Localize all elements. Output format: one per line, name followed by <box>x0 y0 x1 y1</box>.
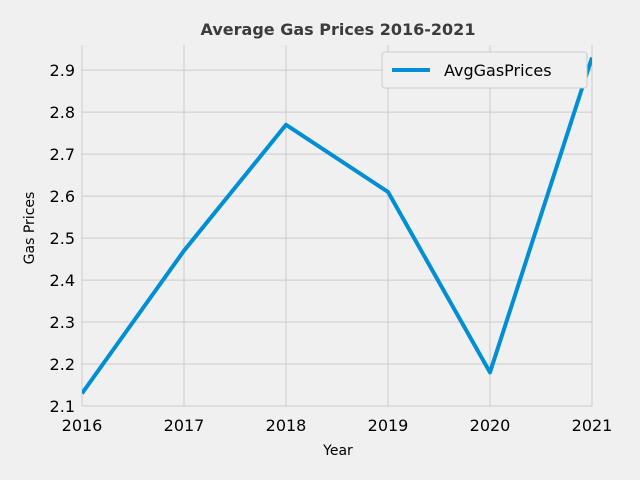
x-tick-label: 2018 <box>266 416 307 435</box>
y-axis-ticks: 2.1 2.2 2.3 2.4 2.5 2.6 2.7 2.8 2.9 <box>50 61 75 416</box>
series-line-avggasprices <box>82 56 592 395</box>
y-tick-label: 2.6 <box>50 187 75 206</box>
y-tick-label: 2.3 <box>50 313 75 332</box>
y-tick-label: 2.2 <box>50 355 75 374</box>
series-layer <box>81 56 593 395</box>
chart-title: Average Gas Prices 2016-2021 <box>201 20 476 39</box>
legend-box <box>381 51 588 89</box>
x-axis-label: Year <box>322 443 353 459</box>
x-axis-ticks: 2016 2017 2018 2019 2020 2021 <box>62 416 613 435</box>
y-tick-label: 2.1 <box>50 397 75 416</box>
x-tick-label: 2021 <box>572 416 613 435</box>
y-tick-label: 2.8 <box>50 103 75 122</box>
x-tick-label: 2020 <box>470 416 511 435</box>
x-tick-label: 2019 <box>368 416 409 435</box>
y-axis-label: Gas Prices <box>22 192 38 265</box>
legend: AvgGasPrices <box>381 51 588 89</box>
y-tick-label: 2.5 <box>50 229 75 248</box>
y-tick-label: 2.4 <box>50 271 75 290</box>
legend-label-avggasprices: AvgGasPrices <box>444 61 552 80</box>
grid <box>81 45 593 407</box>
x-tick-label: 2016 <box>62 416 103 435</box>
y-tick-label: 2.9 <box>50 61 75 80</box>
y-tick-label: 2.7 <box>50 145 75 164</box>
x-tick-label: 2017 <box>164 416 205 435</box>
